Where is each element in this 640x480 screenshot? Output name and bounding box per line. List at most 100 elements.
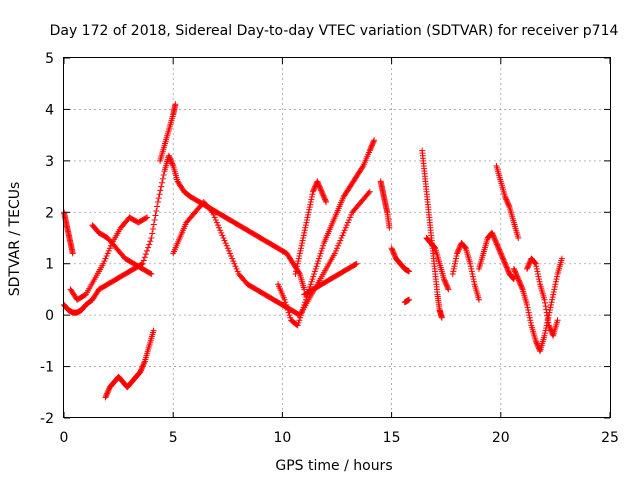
data-point bbox=[511, 267, 518, 274]
data-point bbox=[316, 253, 323, 259]
data-point bbox=[371, 137, 378, 144]
data-point bbox=[536, 278, 543, 285]
series-track-g bbox=[170, 188, 373, 319]
data-point bbox=[366, 188, 373, 195]
data-point bbox=[548, 327, 555, 334]
x-tick-label: 15 bbox=[383, 430, 401, 446]
data-point bbox=[406, 296, 413, 303]
data-point bbox=[443, 281, 450, 288]
data-point bbox=[454, 250, 461, 257]
data-point bbox=[304, 214, 311, 221]
data-point bbox=[388, 245, 395, 252]
x-tick-label: 10 bbox=[273, 430, 291, 446]
data-points-layer bbox=[61, 101, 565, 401]
data-point bbox=[315, 258, 322, 265]
data-point bbox=[455, 246, 462, 253]
data-point bbox=[286, 312, 293, 319]
data-point bbox=[104, 250, 111, 257]
data-point bbox=[337, 237, 344, 244]
data-point bbox=[159, 175, 166, 182]
data-point bbox=[299, 237, 306, 244]
data-point bbox=[340, 229, 347, 236]
data-point bbox=[552, 278, 559, 285]
data-point bbox=[558, 255, 565, 262]
data-point bbox=[470, 276, 477, 283]
data-point bbox=[503, 263, 510, 270]
data-point bbox=[104, 389, 111, 396]
data-point bbox=[497, 249, 504, 256]
y-tick-label: 0 bbox=[45, 308, 54, 324]
data-point bbox=[139, 260, 146, 267]
data-point bbox=[142, 215, 149, 222]
data-point bbox=[342, 224, 349, 231]
data-point bbox=[502, 193, 509, 200]
data-point bbox=[498, 251, 505, 258]
data-point bbox=[308, 193, 315, 200]
data-point bbox=[287, 314, 294, 321]
series-track-n bbox=[419, 147, 445, 321]
data-point bbox=[534, 268, 541, 275]
data-point bbox=[525, 309, 532, 316]
data-point bbox=[525, 263, 532, 270]
data-point bbox=[217, 227, 224, 234]
data-point bbox=[302, 299, 309, 306]
data-point bbox=[524, 304, 531, 311]
data-point bbox=[103, 253, 110, 259]
data-point bbox=[140, 257, 147, 264]
data-point bbox=[553, 276, 560, 283]
y-tick-label: 5 bbox=[45, 51, 54, 67]
data-point bbox=[513, 271, 520, 277]
data-point bbox=[368, 142, 375, 149]
data-point bbox=[208, 208, 215, 214]
data-point bbox=[461, 244, 468, 250]
data-point bbox=[284, 307, 291, 313]
series-track-b bbox=[89, 222, 155, 277]
data-point bbox=[544, 316, 551, 322]
data-point bbox=[312, 265, 319, 272]
data-point bbox=[296, 253, 303, 259]
data-point bbox=[497, 250, 504, 257]
data-point bbox=[319, 191, 326, 198]
data-point bbox=[517, 281, 524, 288]
data-point bbox=[451, 263, 458, 270]
data-point bbox=[494, 242, 501, 249]
data-point bbox=[549, 296, 556, 303]
series-track-j bbox=[301, 260, 360, 298]
data-point bbox=[406, 268, 413, 275]
data-point bbox=[545, 322, 552, 329]
series-track-m bbox=[401, 296, 413, 306]
data-point bbox=[353, 260, 360, 267]
data-point bbox=[535, 273, 542, 280]
data-point bbox=[102, 394, 109, 401]
data-point bbox=[455, 247, 462, 254]
data-point bbox=[296, 250, 303, 257]
data-point bbox=[310, 273, 317, 280]
data-point bbox=[445, 286, 452, 293]
y-axis-label: SDTVAR / TECUs bbox=[7, 182, 23, 297]
data-point bbox=[147, 238, 154, 245]
data-point bbox=[107, 242, 114, 249]
data-point bbox=[542, 327, 549, 334]
data-point bbox=[518, 283, 525, 290]
data-point bbox=[451, 260, 458, 267]
data-point bbox=[294, 322, 301, 329]
data-point bbox=[295, 255, 302, 262]
data-point bbox=[552, 281, 559, 288]
data-point bbox=[532, 260, 539, 267]
data-point bbox=[343, 222, 350, 229]
data-point bbox=[308, 196, 315, 203]
data-point bbox=[153, 208, 160, 214]
data-point bbox=[499, 254, 506, 261]
series-track-f bbox=[157, 101, 179, 164]
data-point bbox=[297, 312, 304, 319]
data-point bbox=[222, 240, 229, 247]
data-point bbox=[321, 196, 328, 203]
data-point bbox=[294, 260, 301, 267]
data-point bbox=[105, 388, 112, 394]
data-point bbox=[295, 258, 302, 265]
data-point bbox=[309, 276, 316, 283]
x-tick-label: 5 bbox=[169, 430, 178, 446]
data-point bbox=[298, 309, 305, 316]
data-point bbox=[541, 296, 548, 303]
